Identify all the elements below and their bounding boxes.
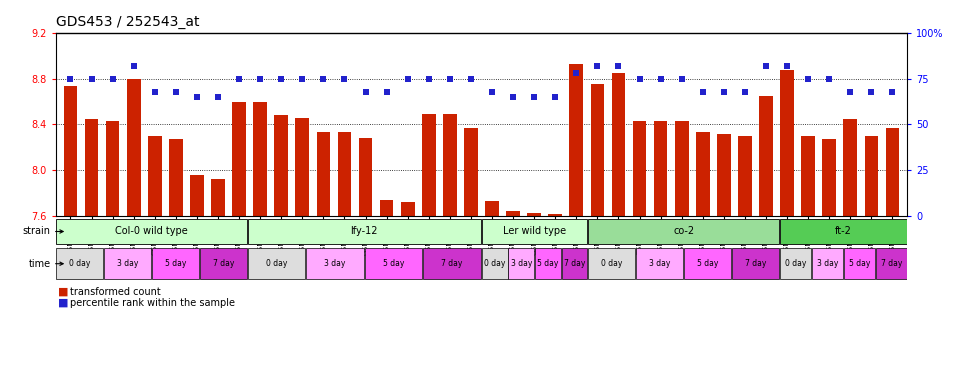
Text: 7 day: 7 day	[442, 259, 463, 268]
Bar	[588, 248, 636, 279]
Bar	[421, 114, 436, 366]
Text: 3 day: 3 day	[324, 259, 346, 268]
Bar	[190, 175, 204, 366]
Text: time: time	[29, 259, 51, 269]
Bar	[275, 115, 288, 366]
Bar	[211, 179, 225, 366]
Bar	[562, 248, 588, 279]
Text: 5 day: 5 day	[849, 259, 870, 268]
Text: 5 day: 5 day	[697, 259, 718, 268]
Bar	[401, 202, 415, 366]
Bar	[823, 139, 836, 366]
Bar	[127, 79, 140, 366]
Text: GDS453 / 252543_at: GDS453 / 252543_at	[56, 15, 199, 29]
Bar	[152, 248, 199, 279]
Bar	[780, 248, 811, 279]
Bar	[844, 248, 875, 279]
Text: 7 day: 7 day	[212, 259, 234, 268]
Bar	[802, 136, 815, 366]
Text: 7 day: 7 day	[564, 259, 586, 268]
Bar	[675, 121, 688, 366]
Bar	[696, 132, 709, 366]
Text: ft-2: ft-2	[835, 227, 852, 236]
Text: 5 day: 5 day	[538, 259, 559, 268]
Bar	[317, 132, 330, 366]
Bar	[812, 248, 843, 279]
Bar	[865, 136, 878, 366]
Text: 0 day: 0 day	[784, 259, 806, 268]
Bar	[506, 212, 520, 366]
Bar	[588, 219, 780, 244]
Bar	[780, 219, 907, 244]
Text: ■: ■	[59, 298, 68, 308]
Bar	[63, 86, 78, 366]
Bar	[590, 85, 604, 366]
Bar	[844, 119, 857, 366]
Text: Col-0 wild type: Col-0 wild type	[115, 227, 188, 236]
Bar	[654, 121, 667, 366]
Bar	[106, 121, 119, 366]
Bar	[84, 119, 98, 366]
Bar	[56, 248, 103, 279]
Bar	[306, 248, 364, 279]
Bar	[365, 248, 422, 279]
Bar	[636, 248, 684, 279]
Bar	[232, 101, 246, 366]
Bar	[296, 117, 309, 366]
Bar	[482, 219, 588, 244]
Bar	[482, 248, 508, 279]
Bar	[248, 219, 481, 244]
Bar	[56, 219, 247, 244]
Bar	[717, 134, 731, 366]
Bar	[509, 248, 534, 279]
Bar	[485, 201, 499, 366]
Bar	[200, 248, 247, 279]
Bar	[684, 248, 732, 279]
Bar	[104, 248, 151, 279]
Text: Ler wild type: Ler wild type	[503, 227, 566, 236]
Bar	[548, 214, 562, 366]
Bar	[148, 136, 161, 366]
Bar	[253, 101, 267, 366]
Bar	[612, 73, 625, 366]
Bar	[338, 132, 351, 366]
Text: 0 day: 0 day	[601, 259, 622, 268]
Bar	[423, 248, 481, 279]
Text: 3 day: 3 day	[817, 259, 838, 268]
Bar	[569, 64, 583, 366]
Bar	[885, 128, 900, 366]
Bar	[738, 136, 752, 366]
Bar	[380, 200, 394, 366]
Text: transformed count: transformed count	[70, 287, 161, 297]
Bar	[759, 96, 773, 366]
Text: lfy-12: lfy-12	[350, 227, 378, 236]
Text: 5 day: 5 day	[165, 259, 186, 268]
Bar	[780, 70, 794, 366]
Text: 3 day: 3 day	[649, 259, 670, 268]
Bar	[443, 114, 457, 366]
Bar	[527, 213, 541, 366]
Text: ■: ■	[59, 287, 68, 297]
Bar	[169, 139, 182, 366]
Text: percentile rank within the sample: percentile rank within the sample	[70, 298, 235, 308]
Text: 0 day: 0 day	[266, 259, 287, 268]
Bar	[464, 128, 478, 366]
Text: co-2: co-2	[673, 227, 694, 236]
Text: 5 day: 5 day	[383, 259, 404, 268]
Text: strain: strain	[23, 227, 51, 236]
Text: 0 day: 0 day	[69, 259, 90, 268]
Text: 0 day: 0 day	[484, 259, 505, 268]
Text: 3 day: 3 day	[511, 259, 532, 268]
Bar	[248, 248, 305, 279]
Bar	[633, 121, 646, 366]
Bar	[359, 138, 372, 366]
Text: 3 day: 3 day	[117, 259, 138, 268]
Bar	[732, 248, 780, 279]
Bar	[535, 248, 561, 279]
Text: 7 day: 7 day	[745, 259, 766, 268]
Bar	[876, 248, 907, 279]
Text: 7 day: 7 day	[880, 259, 902, 268]
